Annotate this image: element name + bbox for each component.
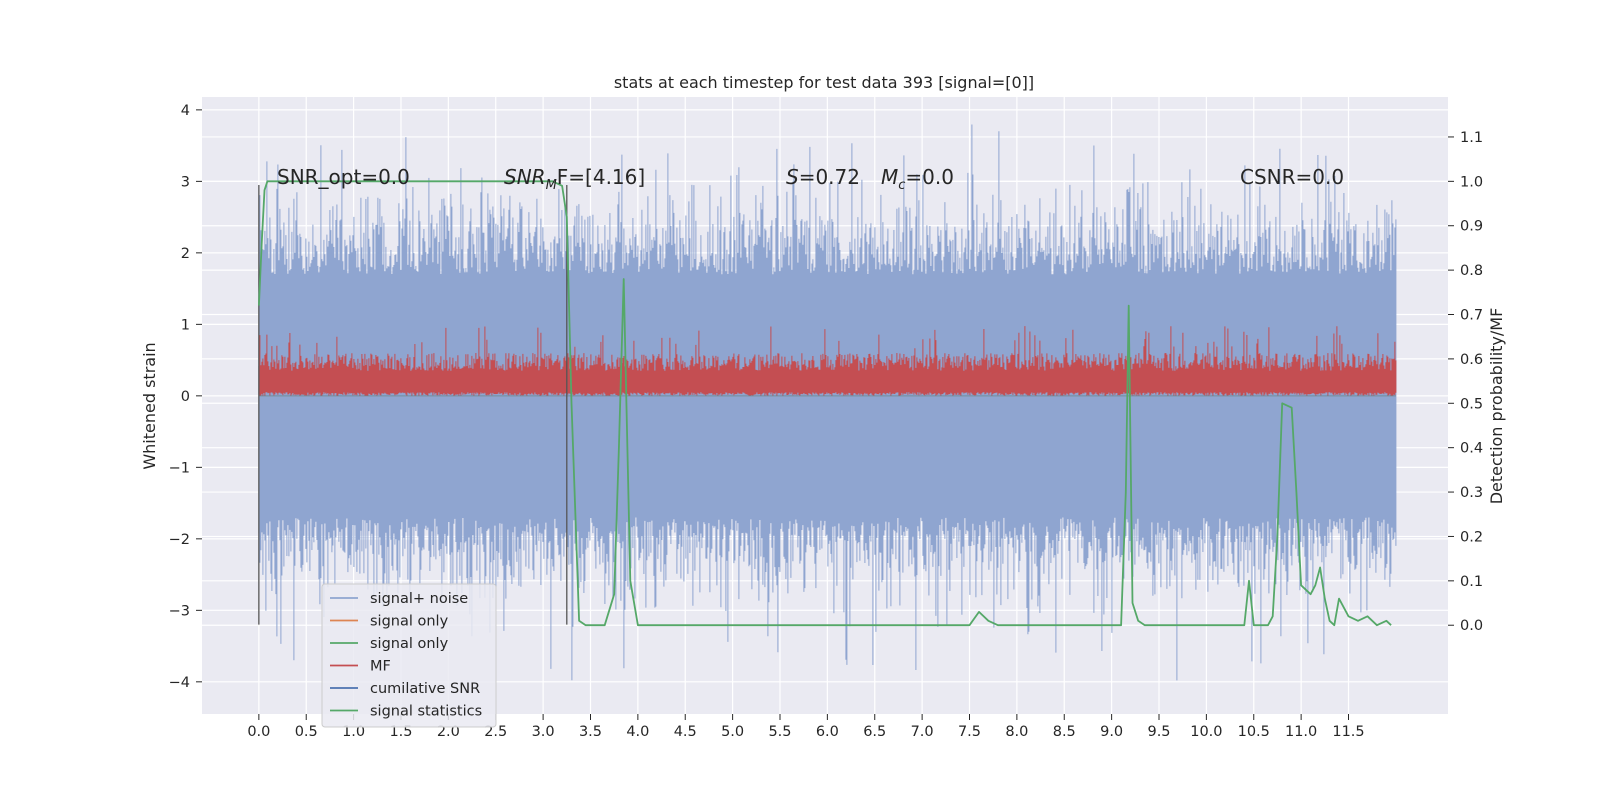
y-tick-label-left: 3 xyxy=(181,174,190,190)
x-tick-label: 5.5 xyxy=(768,724,791,740)
annotation-snr-opt: SNR_opt=0.0 xyxy=(277,165,410,189)
x-tick-label: 8.0 xyxy=(1005,724,1028,740)
annotation-snr-mf: SNRMF=[4.16] xyxy=(504,165,645,193)
x-tick-label: 0.5 xyxy=(295,724,318,740)
x-tick-label: 6.0 xyxy=(816,724,839,740)
y-tick-label-right: 1.1 xyxy=(1460,130,1483,146)
y-tick-label-right: 0.7 xyxy=(1460,308,1483,324)
legend-label-4: cumilative SNR xyxy=(370,681,480,697)
y-tick-label-right: 0.0 xyxy=(1460,618,1483,634)
y-tick-label-left: 0 xyxy=(181,389,190,405)
annotation-mc-value: =0.0 xyxy=(905,165,954,189)
y-tick-label-left: 4 xyxy=(181,103,190,119)
annotation-s-symbol: S xyxy=(786,165,799,189)
y-tick-label-right: 0.4 xyxy=(1460,441,1483,457)
annotation-mc-symbol: M xyxy=(881,165,898,189)
x-tick-label: 4.5 xyxy=(674,724,697,740)
annotation-s-stat: S=0.72 xyxy=(786,165,860,189)
x-tick-label: 3.0 xyxy=(532,724,555,740)
x-tick-label: 4.0 xyxy=(626,724,649,740)
chart-title: stats at each timestep for test data 393… xyxy=(614,73,1034,92)
legend: signal+ noise signal only signal only MF cum… xyxy=(322,584,496,727)
annotation-csnr: CSNR=0.0 xyxy=(1240,165,1344,189)
y-tick-label-right: 1.0 xyxy=(1460,174,1483,190)
y-tick-label-right: 0.5 xyxy=(1460,396,1483,412)
x-tick-label: 11.5 xyxy=(1332,724,1364,740)
annotation-snr-mf-suffix: F=[4.16] xyxy=(557,165,645,189)
y-tick-label-left: −3 xyxy=(169,603,190,619)
y-axis-label-left: Whitened strain xyxy=(140,342,159,469)
y-tick-label-left: −1 xyxy=(169,460,190,476)
annotation-s-value: =0.72 xyxy=(799,165,860,189)
legend-label-3: MF xyxy=(370,659,391,675)
y-tick-label-left: 2 xyxy=(181,246,190,262)
x-tick-label: 7.0 xyxy=(911,724,934,740)
x-tick-label: 8.5 xyxy=(1053,724,1076,740)
y-tick-label-right: 0.3 xyxy=(1460,485,1483,501)
legend-label-5: signal statistics xyxy=(370,704,482,720)
y-tick-label-right: 0.1 xyxy=(1460,574,1483,590)
legend-label-1: signal only xyxy=(370,614,449,630)
x-tick-label: 9.0 xyxy=(1100,724,1123,740)
x-tick-label: 7.5 xyxy=(958,724,981,740)
y-tick-label-left: 1 xyxy=(181,317,190,333)
x-tick-label: 5.0 xyxy=(721,724,744,740)
annotation-snr-mf-prefix: SNR xyxy=(504,165,546,189)
legend-label-0: signal+ noise xyxy=(370,591,468,607)
x-tick-label: 6.5 xyxy=(863,724,886,740)
y-tick-label-right: 0.8 xyxy=(1460,263,1483,279)
y-tick-label-right: 0.6 xyxy=(1460,352,1483,368)
annotation-mc: Mc=0.0 xyxy=(881,165,954,193)
annotation-snr-mf-sub: M xyxy=(546,178,557,193)
x-tick-label: 0.0 xyxy=(247,724,270,740)
legend-label-2: signal only xyxy=(370,636,449,652)
y-tick-label-right: 0.9 xyxy=(1460,219,1483,235)
x-tick-label: 11.0 xyxy=(1285,724,1317,740)
y-tick-label-left: −2 xyxy=(169,532,190,548)
x-tick-label: 10.0 xyxy=(1190,724,1222,740)
x-tick-label: 3.5 xyxy=(579,724,602,740)
y-tick-label-left: −4 xyxy=(169,675,190,691)
x-tick-label: 10.5 xyxy=(1238,724,1270,740)
y-axis-label-right: Detection probability/MF xyxy=(1487,308,1506,505)
y-tick-label-right: 0.2 xyxy=(1460,529,1483,545)
x-tick-label: 9.5 xyxy=(1147,724,1170,740)
annotation-mc-sub: c xyxy=(898,178,905,193)
